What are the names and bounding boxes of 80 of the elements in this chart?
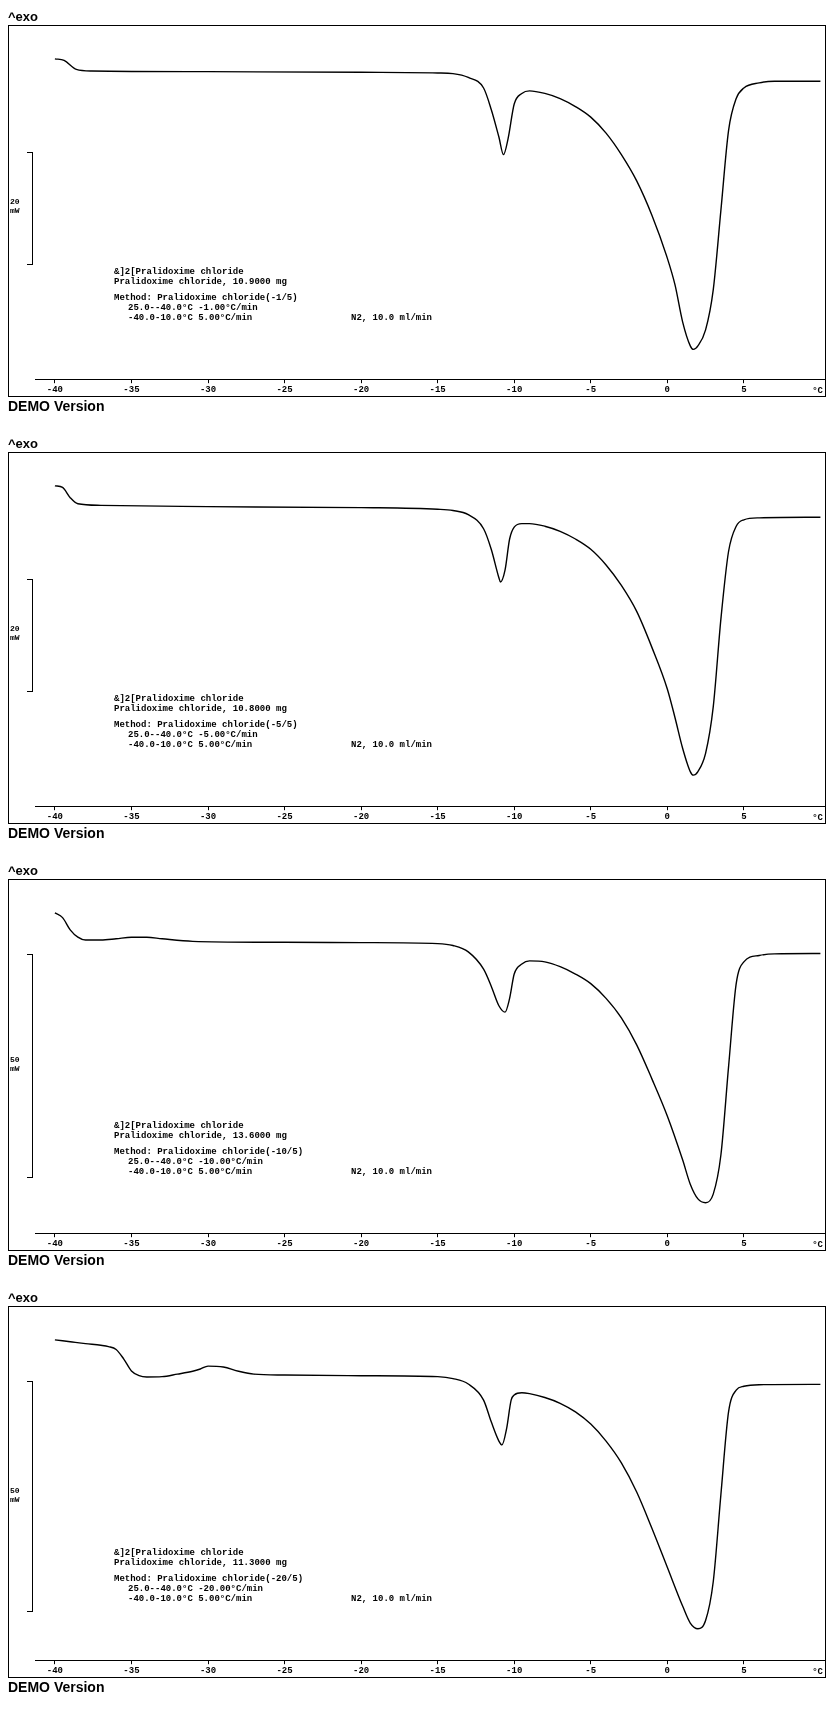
x-tick-label: -30 — [199, 1665, 217, 1676]
x-tick-label: -30 — [199, 1238, 217, 1249]
annotation: 25.0--40.0°C -10.00°C/min — [128, 1157, 264, 1168]
text: DEMO Version — [8, 824, 106, 842]
annotation: Method: Pralidoxime chloride(-5/5) — [114, 720, 298, 731]
chart-title: ^exo — [8, 435, 39, 452]
x-tick-label: -30 — [199, 811, 217, 822]
x-tick-label: -25 — [276, 384, 293, 395]
x-axis-title: °C — [812, 813, 824, 824]
annotation: 25.0--40.0°C -5.00°C/min — [128, 730, 258, 741]
x-tick-label: -25 — [276, 1665, 293, 1676]
x-tick-label: -40 — [46, 384, 63, 395]
x-tick-label: -5 — [585, 384, 597, 395]
y-axis-title: 20 mW — [10, 197, 21, 216]
annotation: N2, 10.0 ml/min — [351, 1594, 433, 1605]
annotation: &]2[Pralidoxime chloride — [114, 267, 244, 278]
chart-title: ^exo — [8, 1289, 39, 1306]
chart-title: ^exo — [8, 862, 39, 879]
annotation: -40.0-10.0°C 5.00°C/min — [128, 313, 253, 324]
x-tick-label: -25 — [276, 811, 293, 822]
annotation: Method: Pralidoxime chloride(-10/5) — [114, 1147, 304, 1158]
x-tick-label: -10 — [506, 811, 523, 822]
annotation: 25.0--40.0°C -20.00°C/min — [128, 1584, 264, 1595]
y-axis-title: 50 mW — [10, 1055, 21, 1073]
x-tick-label: -30 — [199, 384, 217, 395]
annotation: &]2[Pralidoxime chloride — [114, 1121, 244, 1132]
x-tick-label: -35 — [123, 811, 140, 822]
annotation: Method: Pralidoxime chloride(-1/5) — [114, 293, 298, 304]
x-tick-label: -35 — [123, 384, 140, 395]
x-axis-title: °C — [812, 386, 824, 397]
annotation: -40.0-10.0°C 5.00°C/min — [128, 740, 253, 751]
x-tick-label: -5 — [585, 811, 597, 822]
x-tick-label: 0 — [664, 811, 671, 822]
x-tick-label: -40 — [46, 1665, 63, 1676]
x-tick-label: 0 — [664, 1665, 671, 1676]
x-tick-label: 0 — [664, 384, 671, 395]
x-tick-label: -15 — [429, 1665, 446, 1676]
x-tick-label: 5 — [741, 384, 747, 395]
annotation: Pralidoxime chloride, 11.3000 mg — [114, 1558, 287, 1569]
x-tick-label: -5 — [585, 1665, 597, 1676]
y-axis-title: 20 mW — [10, 624, 21, 643]
x-tick-label: -20 — [353, 1238, 370, 1249]
x-tick-label: -40 — [46, 811, 63, 822]
x-tick-label: -15 — [429, 811, 446, 822]
x-tick-label: -10 — [506, 384, 523, 395]
x-tick-label: -10 — [506, 1238, 523, 1249]
x-axis-title: °C — [812, 1667, 824, 1678]
annotation: Method: Pralidoxime chloride(-20/5) — [114, 1574, 304, 1585]
annotation: &]2[Pralidoxime chloride — [114, 694, 244, 705]
x-tick-label: -20 — [353, 811, 370, 822]
x-axis-title: °C — [812, 1240, 824, 1251]
x-tick-label: -15 — [429, 1238, 446, 1249]
x-tick-label: -20 — [353, 1665, 370, 1676]
x-tick-label: -35 — [123, 1665, 140, 1676]
text: DEMO Version — [8, 1251, 106, 1269]
annotation: N2, 10.0 ml/min — [351, 740, 433, 751]
x-tick-label: -15 — [429, 384, 446, 395]
annotation: Pralidoxime chloride, 13.6000 mg — [114, 1131, 287, 1142]
x-tick-label: -5 — [585, 1238, 597, 1249]
annotation: -40.0-10.0°C 5.00°C/min — [128, 1594, 253, 1605]
text: DEMO Version — [8, 1678, 106, 1696]
text: DEMO Version — [8, 397, 106, 415]
x-tick-label: -25 — [276, 1238, 293, 1249]
annotation: N2, 10.0 ml/min — [351, 313, 433, 324]
annotation: &]2[Pralidoxime chloride — [114, 1548, 244, 1559]
x-tick-label: -10 — [506, 1665, 523, 1676]
x-tick-label: 5 — [741, 811, 747, 822]
x-tick-label: -20 — [353, 384, 370, 395]
x-tick-label: -35 — [123, 1238, 140, 1249]
annotation: Pralidoxime chloride, 10.8000 mg — [114, 704, 287, 715]
x-tick-label: 0 — [664, 1238, 671, 1249]
y-axis-title: 50 mW — [10, 1485, 21, 1504]
x-tick-label: 5 — [741, 1238, 747, 1249]
annotation: Pralidoxime chloride, 10.9000 mg — [114, 277, 287, 288]
annotation: -40.0-10.0°C 5.00°C/min — [128, 1167, 253, 1178]
annotation: 25.0--40.0°C -1.00°C/min — [128, 303, 258, 314]
x-tick-label: 5 — [741, 1665, 747, 1676]
annotation: N2, 10.0 ml/min — [351, 1167, 433, 1178]
x-tick-label: -40 — [46, 1238, 63, 1249]
chart-title: ^exo — [8, 8, 39, 25]
